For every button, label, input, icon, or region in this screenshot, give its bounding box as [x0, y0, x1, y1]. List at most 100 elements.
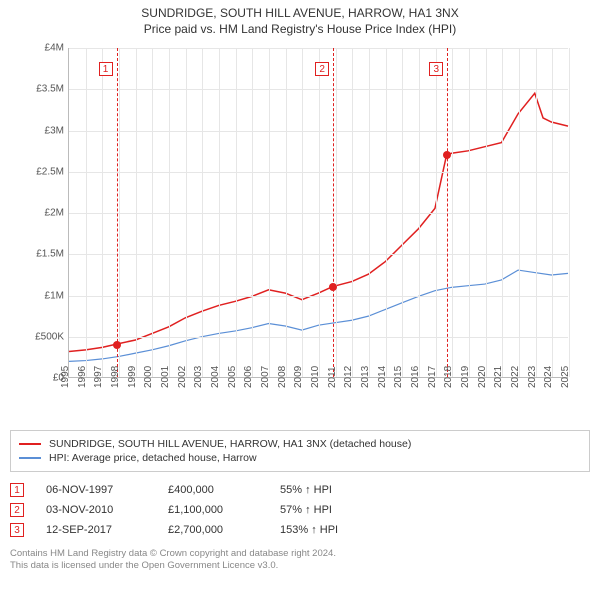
sale-date: 03-NOV-2010: [46, 504, 146, 516]
sale-marker-dot: [443, 151, 451, 159]
gridline-v: [386, 48, 387, 377]
sale-hpi-delta: 153% ↑ HPI: [280, 524, 380, 536]
legend-label: HPI: Average price, detached house, Harr…: [49, 452, 257, 464]
x-axis-label: 2014: [377, 366, 388, 388]
chart-title-subtitle: Price paid vs. HM Land Registry's House …: [0, 22, 600, 36]
legend-swatch: [19, 443, 41, 445]
footer-line-1: Contains HM Land Registry data © Crown c…: [10, 548, 590, 560]
sale-price: £400,000: [168, 484, 258, 496]
legend-box: SUNDRIDGE, SOUTH HILL AVENUE, HARROW, HA…: [10, 430, 590, 472]
gridline-v: [536, 48, 537, 377]
gridline-v: [269, 48, 270, 377]
sale-date: 12-SEP-2017: [46, 524, 146, 536]
y-axis-label: £4M: [24, 43, 64, 54]
x-axis-label: 2020: [477, 366, 488, 388]
gridline-v: [252, 48, 253, 377]
y-axis-label: £2M: [24, 208, 64, 219]
y-axis-label: £500K: [24, 331, 64, 342]
x-axis-label: 2002: [177, 366, 188, 388]
x-axis-label: 2019: [460, 366, 471, 388]
gridline-v: [236, 48, 237, 377]
y-axis-label: £3.5M: [24, 84, 64, 95]
x-axis-label: 2007: [260, 366, 271, 388]
x-axis-label: 2015: [393, 366, 404, 388]
gridline-v: [152, 48, 153, 377]
gridline-v: [86, 48, 87, 377]
gridline-v: [502, 48, 503, 377]
legend-item: SUNDRIDGE, SOUTH HILL AVENUE, HARROW, HA…: [19, 437, 581, 451]
sale-row: 2 03-NOV-2010 £1,100,000 57% ↑ HPI: [10, 500, 590, 520]
gridline-v: [102, 48, 103, 377]
gridline-v: [286, 48, 287, 377]
x-axis-label: 2009: [293, 366, 304, 388]
x-axis-label: 2004: [210, 366, 221, 388]
gridline-v: [569, 48, 570, 377]
footer-line-2: This data is licensed under the Open Gov…: [10, 560, 590, 572]
sale-price: £2,700,000: [168, 524, 258, 536]
x-axis-label: 2000: [143, 366, 154, 388]
y-axis-label: £0: [24, 373, 64, 384]
gridline-v: [519, 48, 520, 377]
x-axis-label: 2022: [510, 366, 521, 388]
gridline-v: [336, 48, 337, 377]
y-axis-label: £3M: [24, 125, 64, 136]
sale-date: 06-NOV-1997: [46, 484, 146, 496]
gridline-v: [436, 48, 437, 377]
x-axis-label: 2013: [360, 366, 371, 388]
sale-index-badge: 1: [10, 483, 24, 497]
y-axis-label: £1.5M: [24, 249, 64, 260]
gridline-v: [319, 48, 320, 377]
sale-marker-line: [117, 48, 118, 377]
gridline-v: [186, 48, 187, 377]
sale-marker-dot: [113, 341, 121, 349]
sale-index-badge: 2: [10, 503, 24, 517]
sale-marker-badge: 3: [429, 62, 443, 76]
gridline-v: [352, 48, 353, 377]
sale-marker-badge: 2: [315, 62, 329, 76]
chart-titles: SUNDRIDGE, SOUTH HILL AVENUE, HARROW, HA…: [0, 0, 600, 36]
chart-title-address: SUNDRIDGE, SOUTH HILL AVENUE, HARROW, HA…: [0, 6, 600, 20]
x-axis-label: 1998: [110, 366, 121, 388]
x-axis-label: 2021: [493, 366, 504, 388]
y-axis-label: £1M: [24, 290, 64, 301]
sale-row: 106-NOV-1997£400,00055% ↑ HPI: [10, 480, 590, 500]
sale-row: 3 12-SEP-2017 £2,700,000 153% ↑ HPI: [10, 520, 590, 540]
sale-price: £1,100,000: [168, 504, 258, 516]
sale-marker-dot: [329, 283, 337, 291]
x-axis-label: 2003: [193, 366, 204, 388]
legend-item: HPI: Average price, detached house, Harr…: [19, 451, 581, 465]
gridline-v: [452, 48, 453, 377]
gridline-v: [402, 48, 403, 377]
x-axis-label: 2025: [560, 366, 571, 388]
x-axis-label: 2024: [543, 366, 554, 388]
x-axis-label: 2005: [227, 366, 238, 388]
x-axis-label: 1997: [93, 366, 104, 388]
x-axis-label: 2016: [410, 366, 421, 388]
sale-marker-line: [447, 48, 448, 377]
gridline-v: [136, 48, 137, 377]
footer-attribution: Contains HM Land Registry data © Crown c…: [10, 548, 590, 573]
x-axis-label: 2008: [277, 366, 288, 388]
sale-index-badge: 3: [10, 523, 24, 537]
gridline-v: [486, 48, 487, 377]
x-axis-label: 2006: [243, 366, 254, 388]
gridline-v: [552, 48, 553, 377]
gridline-v: [219, 48, 220, 377]
legend-label: SUNDRIDGE, SOUTH HILL AVENUE, HARROW, HA…: [49, 438, 411, 450]
x-axis-label: 2017: [427, 366, 438, 388]
gridline-v: [119, 48, 120, 377]
sale-marker-badge: 1: [99, 62, 113, 76]
x-axis-label: 2001: [160, 366, 171, 388]
legend-swatch: [19, 457, 41, 459]
sale-marker-line: [333, 48, 334, 377]
x-axis-label: 2012: [343, 366, 354, 388]
plot-region: 1 2 3: [68, 48, 568, 378]
x-axis-label: 2023: [527, 366, 538, 388]
x-axis-label: 1996: [77, 366, 88, 388]
x-axis-label: 1995: [60, 366, 71, 388]
chart-area: 1 2 3 £0 £500K £1M £1.5M £2M £2.5M £3M £3.5M £4M 19…: [20, 44, 580, 424]
gridline-v: [419, 48, 420, 377]
y-axis-label: £2.5M: [24, 166, 64, 177]
x-axis-label: 2010: [310, 366, 321, 388]
sale-hpi-delta: 57% ↑ HPI: [280, 504, 380, 516]
